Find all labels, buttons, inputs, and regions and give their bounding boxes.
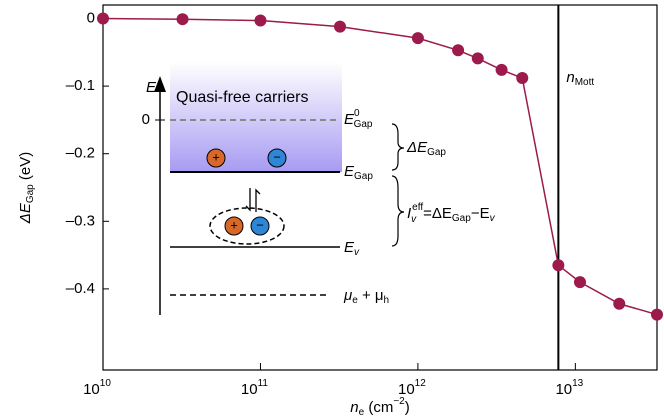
y-axis-label: ΔEGap (eV)	[17, 152, 36, 225]
data-point	[651, 308, 663, 321]
x-tick-label: 1010	[83, 378, 111, 398]
label-part: e	[359, 407, 365, 418]
plus: +	[230, 217, 238, 232]
electron	[267, 148, 287, 168]
arrow-head	[154, 76, 166, 92]
tick-exponent: 10	[100, 378, 112, 389]
data-point	[176, 13, 189, 26]
e0gap-label: E0 Gap	[344, 108, 373, 130]
data-point	[411, 32, 424, 45]
y-tick-label: 0	[87, 9, 95, 26]
data-point	[516, 72, 529, 84]
plus: +	[212, 149, 220, 164]
exciton-hole	[224, 216, 244, 236]
minus: −	[256, 217, 264, 232]
data-point	[613, 297, 626, 310]
label-part: Gap	[25, 184, 36, 203]
data-point	[452, 44, 465, 57]
exciton-electron	[250, 216, 270, 236]
exciton	[209, 207, 285, 245]
label-part: (eV)	[17, 152, 34, 185]
band-label: Quasi-free carriers	[176, 89, 308, 106]
y-tick-label: –0.3	[66, 212, 95, 229]
brace	[391, 175, 405, 247]
x-tick-label: 1013	[555, 378, 583, 398]
tick-base: 10	[83, 381, 100, 398]
label-part: n	[566, 69, 574, 86]
tick-exponent: 13	[572, 378, 584, 389]
label-part: )	[405, 399, 410, 416]
minus: −	[273, 149, 281, 164]
equilibrium-arrows	[245, 188, 261, 212]
ev-label: Ev	[344, 239, 360, 258]
y-tick-label: –0.2	[66, 145, 95, 162]
delta-label: ΔEGap	[406, 139, 446, 158]
y-tick-label: –0.4	[66, 280, 95, 297]
x-tick-label: 1012	[398, 378, 426, 398]
egap-label: EGap	[344, 163, 373, 182]
zero-label: 0	[142, 111, 150, 128]
inset-diagram: E 0 Quasi-free carriers + − + − E0 Gap EG…	[142, 62, 496, 315]
tick-base: 10	[241, 381, 258, 398]
plot-frame	[102, 4, 658, 371]
tick-exponent: 12	[415, 378, 427, 389]
hole	[206, 148, 226, 168]
axis-label: E	[146, 79, 157, 96]
data-point	[254, 14, 267, 27]
ieff-label: Iveff=ΔEGap−Ev	[407, 202, 496, 225]
label-part: n	[350, 399, 358, 416]
label-part: ΔE	[17, 202, 34, 224]
x-axis-label: ne (cm−2)	[350, 396, 409, 418]
label-part: −2	[393, 396, 405, 407]
y-tick-label: –0.1	[66, 77, 95, 94]
brace	[391, 123, 405, 171]
data-point	[333, 20, 346, 33]
x-tick-label: 1011	[241, 378, 269, 398]
data-point	[573, 276, 586, 289]
tick-base: 10	[398, 381, 415, 398]
data-point	[471, 52, 484, 65]
data-point	[495, 63, 508, 76]
tick-base: 10	[555, 381, 572, 398]
data-point	[97, 12, 109, 25]
label-part: Mott	[575, 77, 595, 88]
tick-exponent: 11	[258, 378, 269, 389]
band	[170, 62, 342, 172]
mott-label: nMott	[566, 69, 594, 88]
data-point	[552, 259, 565, 272]
label-part: (cm	[364, 399, 393, 416]
mu-label: μe + μh	[343, 287, 389, 306]
